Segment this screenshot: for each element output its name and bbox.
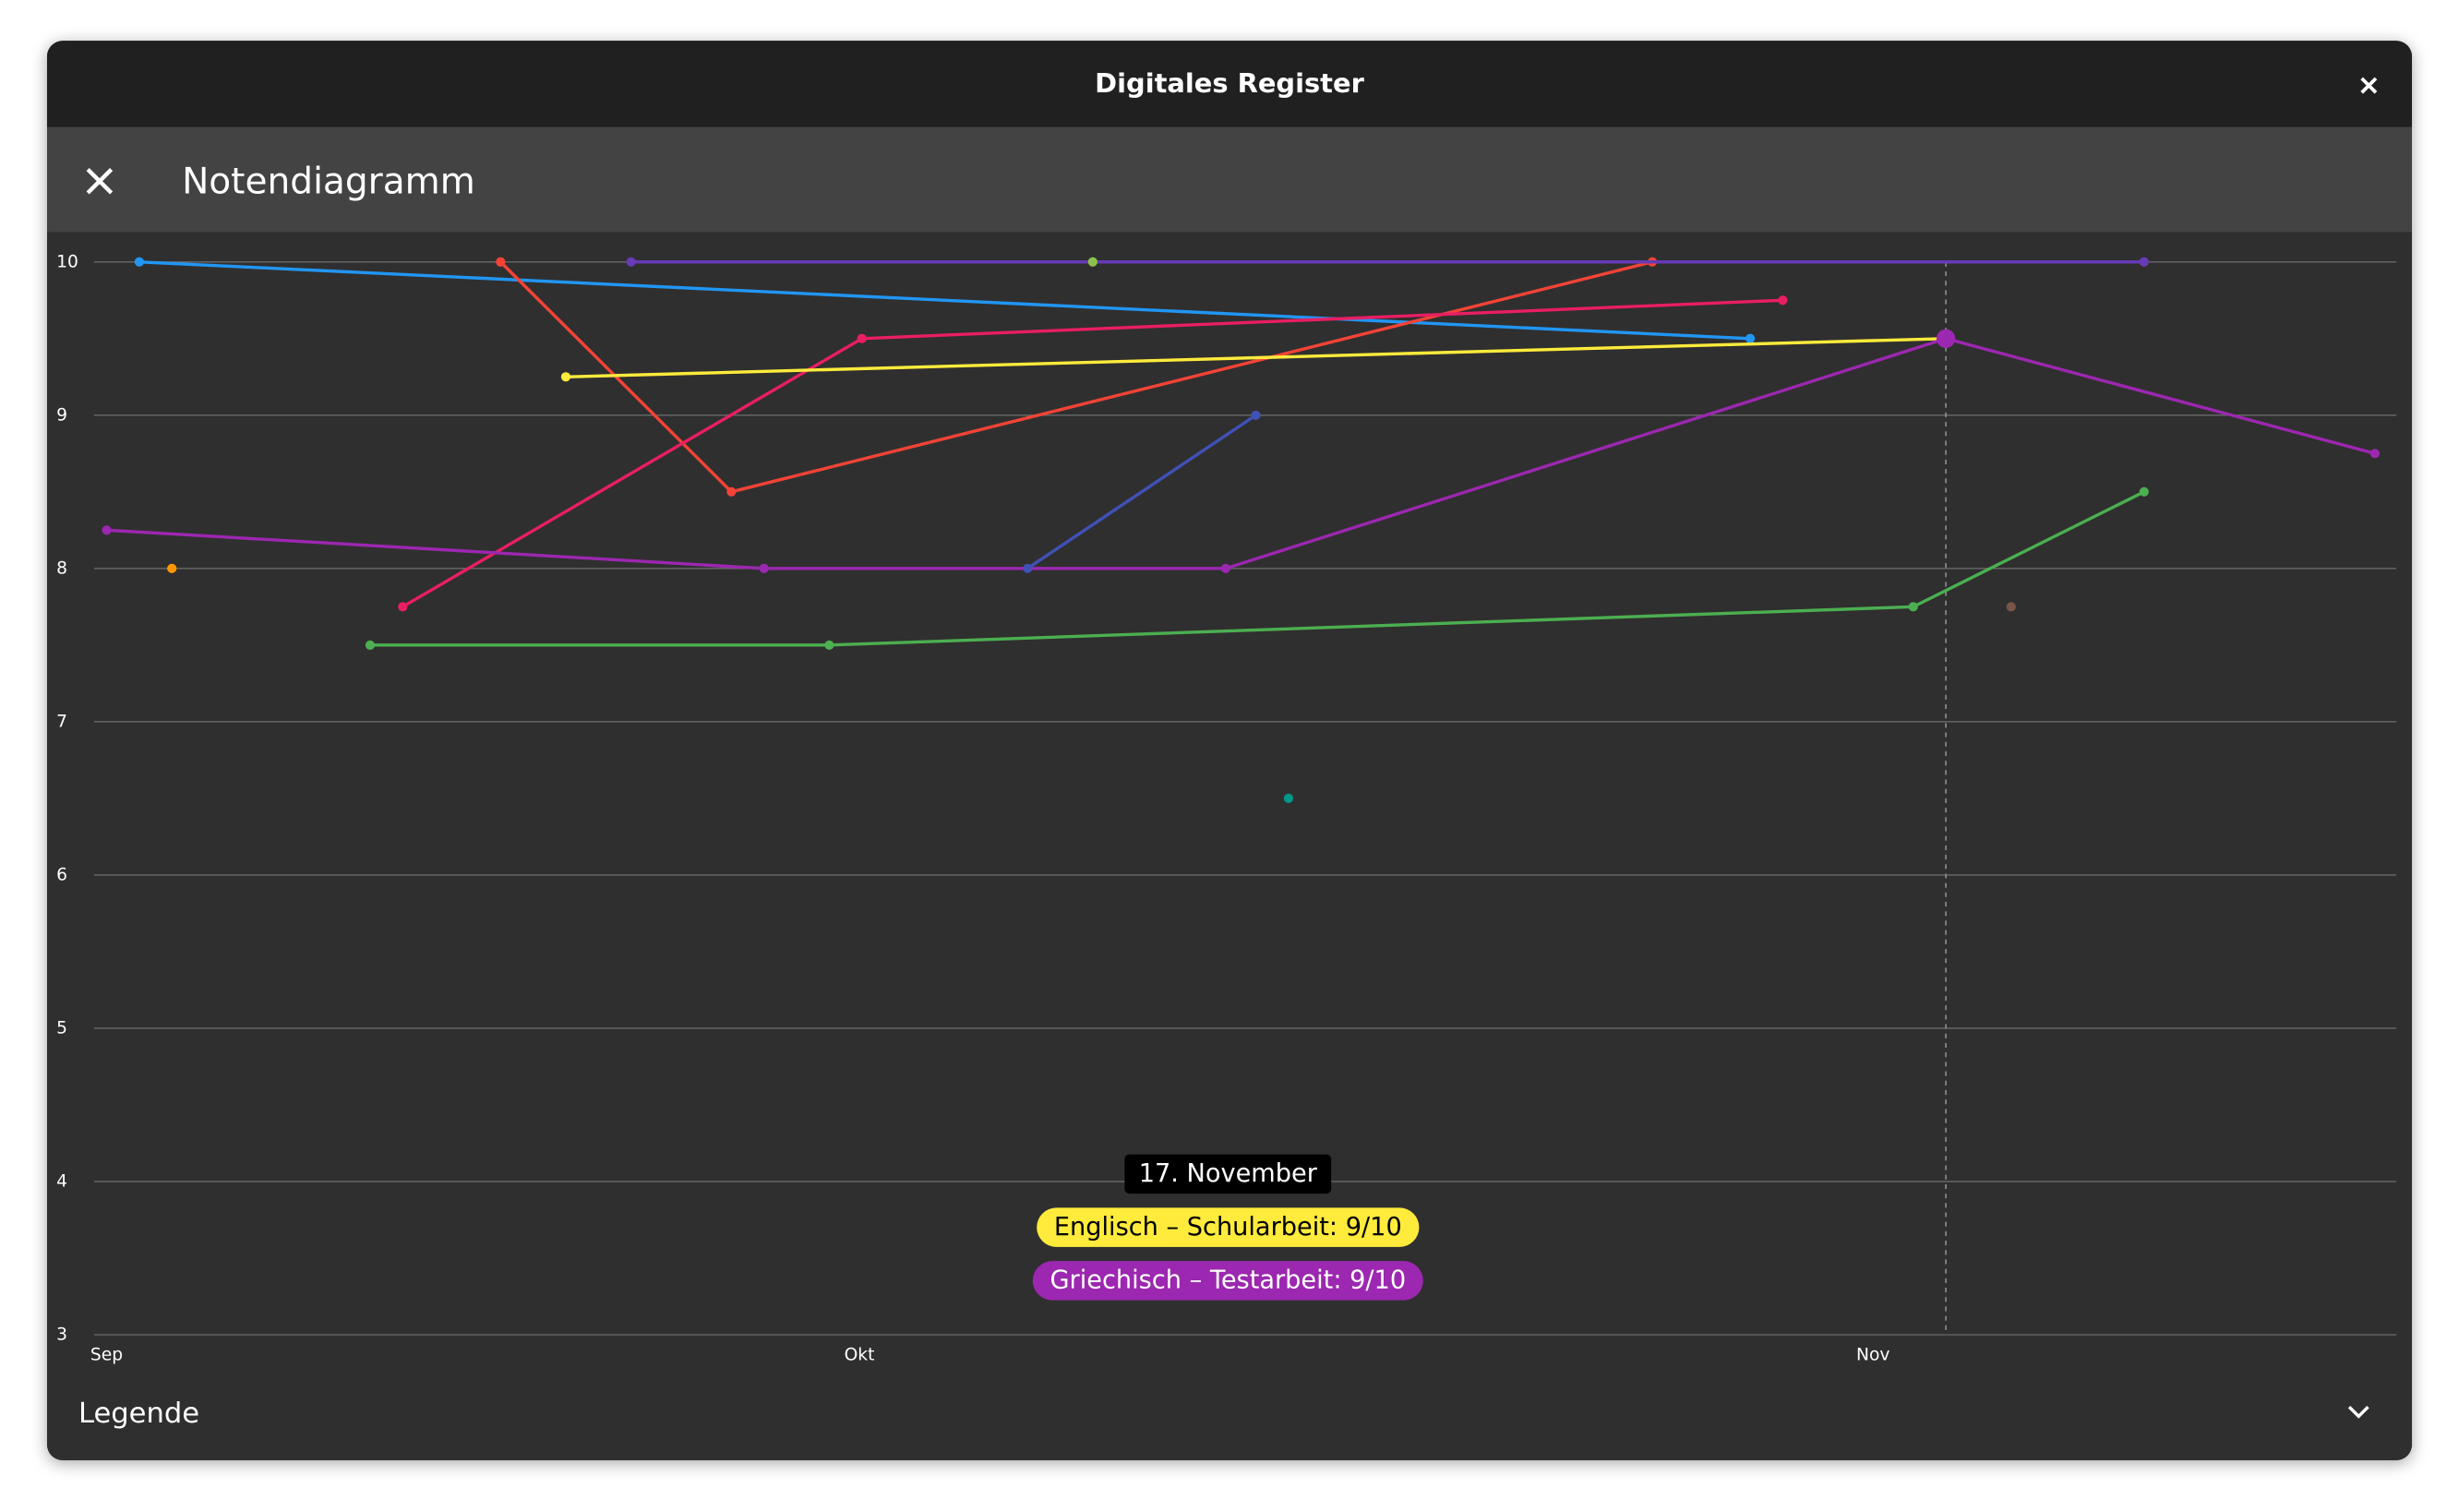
- data-point: [102, 525, 112, 535]
- data-point: [1283, 793, 1293, 803]
- data-point: [1936, 329, 1956, 348]
- data-point: [365, 640, 376, 650]
- data-point: [2139, 486, 2149, 497]
- data-point: [759, 563, 769, 573]
- tooltip-entry-bg: [1037, 1207, 1420, 1247]
- y-tick-label: 10: [56, 252, 78, 271]
- data-point: [1251, 410, 1261, 420]
- y-tick-label: 5: [56, 1018, 67, 1038]
- series-line: [369, 490, 2145, 647]
- tooltip-entry: Englisch – Schularbeit: 9/10: [1054, 1213, 1402, 1242]
- y-tick-label: 4: [56, 1171, 67, 1191]
- data-point: [726, 486, 737, 497]
- data-point: [857, 333, 867, 343]
- data-point: [496, 257, 506, 267]
- x-tick-label: Sep: [90, 1346, 123, 1365]
- data-point: [824, 640, 834, 650]
- data-point: [2006, 602, 2016, 612]
- tooltip: 17. November Englisch – Schularbeit: 9/1…: [1032, 1154, 1423, 1301]
- app-bar: [46, 126, 2413, 233]
- tooltip-entry: Griechisch – Testarbeit: 9/10: [1050, 1266, 1406, 1295]
- x-tick-label: Okt: [845, 1346, 875, 1365]
- tooltip-entry-bg: [1032, 1261, 1423, 1301]
- y-tick-label: 3: [56, 1325, 67, 1344]
- app-bar-title: Notendiagramm: [182, 161, 475, 202]
- close-button[interactable]: [86, 167, 114, 195]
- expand-icon[interactable]: [2347, 1405, 2369, 1419]
- data-point: [626, 257, 636, 267]
- window-title: Digitales Register: [1095, 67, 1364, 99]
- legend-toggle[interactable]: Legende: [78, 1398, 199, 1430]
- series-line: [1026, 414, 1257, 570]
- data-point: [560, 372, 571, 382]
- data-point: [1908, 602, 1918, 612]
- content: [46, 232, 2413, 1460]
- y-tick-label: 8: [56, 558, 67, 578]
- tooltip-date: 17. November: [1139, 1159, 1318, 1188]
- series-line: [138, 260, 1751, 341]
- y-tick-label: 9: [56, 405, 67, 425]
- series-line: [565, 337, 1947, 378]
- data-point: [1087, 257, 1098, 267]
- data-point: [2139, 257, 2149, 267]
- data-point: [1745, 333, 1756, 343]
- data-point: [1778, 295, 1788, 306]
- data-point: [1023, 563, 1033, 573]
- data-point: [2369, 449, 2381, 459]
- data-point: [1220, 563, 1231, 573]
- data-point: [167, 563, 177, 573]
- window-close-button[interactable]: [2360, 77, 2378, 94]
- data-point: [134, 257, 144, 267]
- data-point: [398, 602, 408, 612]
- tooltip-date-bg: [1124, 1154, 1332, 1194]
- y-tick-label: 7: [56, 712, 67, 731]
- title-bar: [46, 41, 2413, 127]
- y-tick-label: 6: [56, 865, 67, 884]
- x-tick-label: Nov: [1856, 1346, 1889, 1365]
